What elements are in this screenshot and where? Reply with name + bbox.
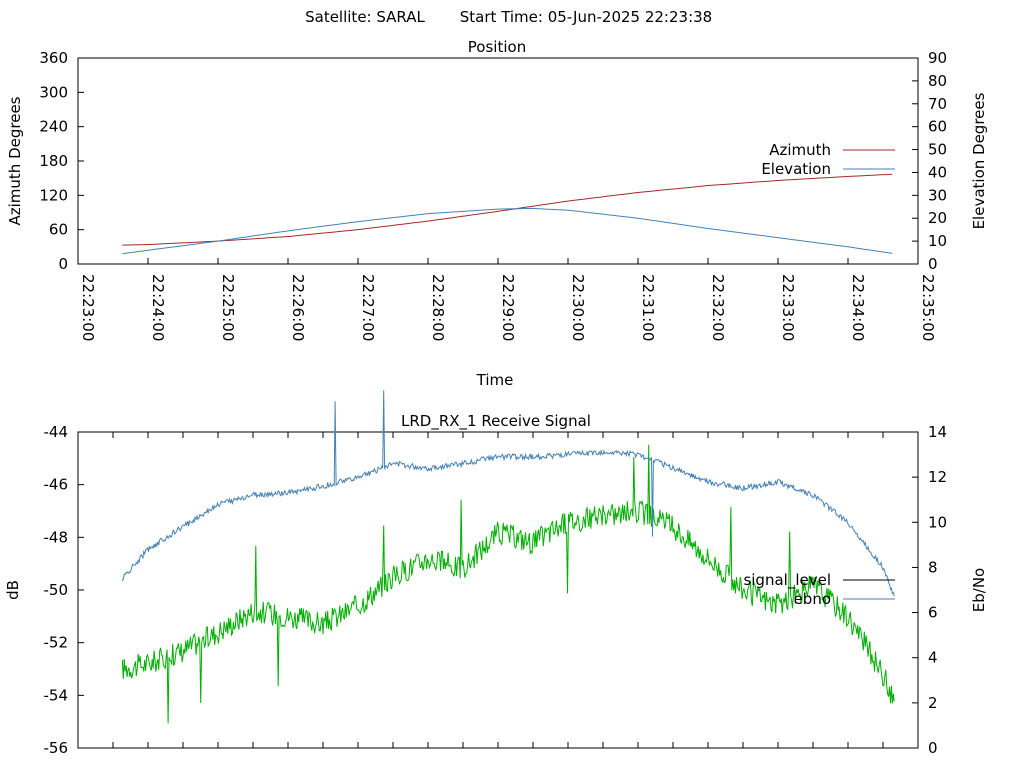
y-tick-label: 60 [49, 221, 68, 239]
x-tick-label: 22:25:00 [219, 274, 237, 341]
y-tick-label: -54 [44, 686, 69, 704]
y2-tick-label: 80 [928, 72, 947, 90]
y2-tick-label: 30 [928, 186, 947, 204]
y2-tick-label: 8 [928, 558, 938, 576]
series-line-elevation [122, 207, 893, 255]
y2-tick-label: 12 [928, 468, 947, 486]
position-chart-y2label: Elevation Degrees [970, 92, 988, 229]
legend-entry-label: Elevation [761, 160, 831, 178]
y2-tick-label: 0 [928, 255, 938, 273]
x-tick-label: 22:23:00 [79, 274, 97, 341]
series-line-ebno [121, 390, 895, 597]
y2-tick-label: 60 [928, 118, 947, 136]
y2-tick-label: 40 [928, 163, 947, 181]
x-tick-label: 22:35:00 [919, 274, 937, 341]
position-plot-area: 0 60 120 180 240 300 360 0 10 20 30 40 50 60 70 80 90 22:… [39, 49, 947, 341]
x-tick-label: 22:24:00 [149, 274, 167, 341]
y2-tick-label: 10 [928, 232, 947, 250]
y2-tick-label: 4 [928, 649, 938, 667]
signal-chart-ylabel: dB [4, 580, 22, 600]
y-tick-label: 180 [39, 152, 68, 170]
y-tick-label: -56 [44, 739, 69, 757]
legend-entry-label: Azimuth [769, 141, 831, 159]
position-chart-title: Position [468, 38, 526, 56]
y2-tick-label: 90 [928, 49, 947, 67]
header-satellite: Satellite: SARAL [305, 8, 425, 26]
y2-tick-label: 14 [928, 423, 947, 441]
y2-tick-label: 0 [928, 739, 938, 757]
x-tick-label: 22:26:00 [289, 274, 307, 341]
y2-tick-label: 6 [928, 604, 938, 622]
signal-plot-area: -56 -54 -52 -50 -48 -46 -44 0 2 4 6 8 10 12 14 signal_l… [44, 390, 947, 757]
x-tick-label: 22:29:00 [499, 274, 517, 341]
y-tick-label: 300 [39, 83, 68, 101]
position-chart-ylabel: Azimuth Degrees [6, 96, 24, 225]
x-tick-label: 22:34:00 [849, 274, 867, 341]
x-tick-label: 22:30:00 [569, 274, 587, 341]
legend-entry-label: signal_level [743, 571, 831, 590]
x-tick-label: 22:33:00 [779, 274, 797, 341]
y-tick-label: -48 [44, 528, 69, 546]
y-tick-label: 0 [58, 255, 68, 273]
y-tick-label: -46 [44, 476, 69, 494]
series-line-azimuth [122, 173, 893, 246]
plot-border [77, 431, 919, 749]
x-tick-label: 22:27:00 [359, 274, 377, 341]
y2-tick-label: 70 [928, 95, 947, 113]
signal-chart-y2label: Eb/No [970, 568, 988, 612]
y-tick-label: -52 [44, 634, 69, 652]
y-tick-label: 120 [39, 186, 68, 204]
position-chart-xlabel: Time [476, 371, 514, 389]
signal-chart-title: LRD_RX_1 Receive Signal [401, 412, 591, 431]
y2-tick-label: 20 [928, 209, 947, 227]
header-start-time: Start Time: 05-Jun-2025 22:23:38 [460, 8, 712, 26]
y2-tick-label: 50 [928, 141, 947, 159]
signal-chart: LRD_RX_1 Receive Signal dB Eb/No -56-54-… [4, 390, 988, 757]
x-tick-label: 22:32:00 [709, 274, 727, 341]
series-line-signal-level [121, 444, 895, 724]
y2-tick-label: 10 [928, 513, 947, 531]
legend-entry-label: ebno [794, 590, 831, 608]
position-chart: Position Azimuth Degrees Elevation Degre… [6, 38, 988, 389]
y-tick-label: -44 [44, 423, 69, 441]
y-tick-label: 240 [39, 118, 68, 136]
y2-tick-label: 2 [928, 694, 938, 712]
y-tick-label: -50 [44, 581, 69, 599]
x-tick-label: 22:28:00 [429, 274, 447, 341]
y-tick-label: 360 [39, 49, 68, 67]
x-tick-label: 22:31:00 [639, 274, 657, 341]
